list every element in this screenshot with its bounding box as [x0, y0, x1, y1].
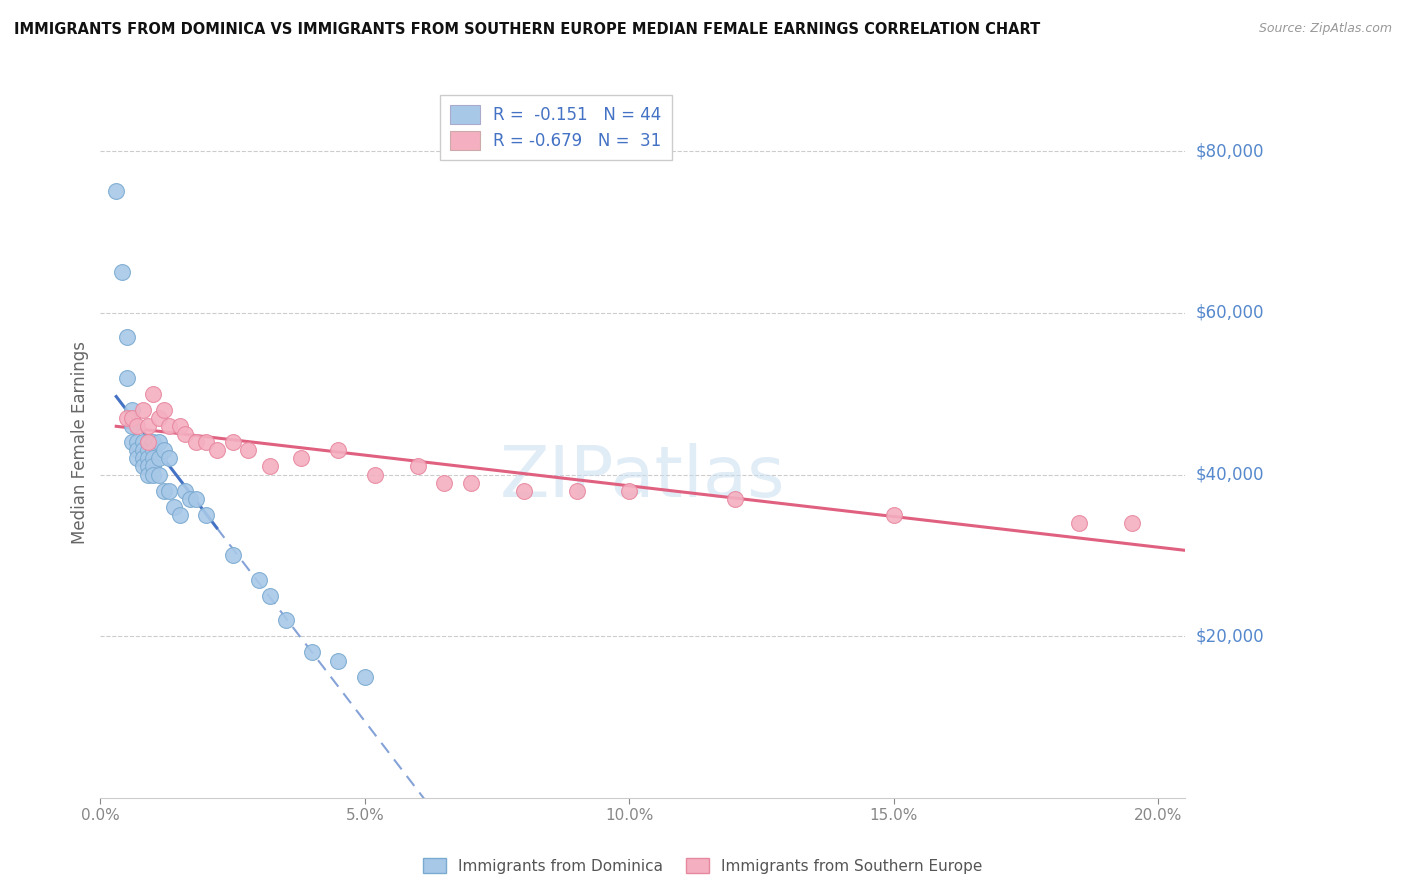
Point [1121, 516, 1143, 530]
Point [142, 451, 165, 466]
Point [406, 459, 429, 474]
Point [136, 459, 159, 474]
Point [157, 419, 180, 434]
Point [179, 491, 201, 506]
Y-axis label: Median Female Earnings: Median Female Earnings [72, 341, 89, 544]
Point [184, 435, 207, 450]
Point [127, 443, 149, 458]
Text: $40,000: $40,000 [1195, 466, 1264, 483]
Point [121, 411, 143, 425]
Text: $20,000: $20,000 [1195, 627, 1264, 645]
Point [724, 491, 747, 506]
Point [259, 459, 281, 474]
Point [205, 443, 228, 458]
Point [328, 443, 350, 458]
Point [883, 508, 905, 522]
Point [153, 443, 176, 458]
Text: Source: ZipAtlas.com: Source: ZipAtlas.com [1258, 22, 1392, 36]
Point [136, 419, 159, 434]
Point [148, 411, 170, 425]
Text: ZIPatlas: ZIPatlas [499, 443, 786, 512]
Point [115, 411, 138, 425]
Point [136, 435, 159, 450]
Point [136, 467, 159, 482]
Point [136, 443, 159, 458]
Point [142, 435, 165, 450]
Point [121, 435, 143, 450]
Point [157, 451, 180, 466]
Legend: Immigrants from Dominica, Immigrants from Southern Europe: Immigrants from Dominica, Immigrants fro… [418, 852, 988, 880]
Point [121, 402, 143, 417]
Point [364, 467, 387, 482]
Point [174, 483, 197, 498]
Point [153, 483, 176, 498]
Point [127, 451, 149, 466]
Point [301, 645, 323, 659]
Point [148, 451, 170, 466]
Point [354, 670, 377, 684]
Point [115, 330, 138, 344]
Point [131, 435, 153, 450]
Point [148, 435, 170, 450]
Point [259, 589, 281, 603]
Point [153, 402, 176, 417]
Point [221, 549, 243, 563]
Point [195, 508, 218, 522]
Legend: R =  -0.151   N = 44, R = -0.679   N =  31: R = -0.151 N = 44, R = -0.679 N = 31 [440, 95, 672, 160]
Point [131, 443, 153, 458]
Point [221, 435, 243, 450]
Point [157, 483, 180, 498]
Point [127, 435, 149, 450]
Point [142, 443, 165, 458]
Text: IMMIGRANTS FROM DOMINICA VS IMMIGRANTS FROM SOUTHERN EUROPE MEDIAN FEMALE EARNIN: IMMIGRANTS FROM DOMINICA VS IMMIGRANTS F… [14, 22, 1040, 37]
Point [169, 508, 191, 522]
Text: $80,000: $80,000 [1195, 142, 1264, 160]
Point [169, 419, 191, 434]
Point [619, 483, 641, 498]
Point [136, 435, 159, 450]
Point [174, 427, 197, 442]
Point [142, 459, 165, 474]
Point [131, 402, 153, 417]
Point [1069, 516, 1091, 530]
Point [148, 467, 170, 482]
Point [142, 467, 165, 482]
Point [328, 654, 350, 668]
Point [142, 386, 165, 401]
Point [115, 370, 138, 384]
Point [512, 483, 534, 498]
Point [238, 443, 260, 458]
Point [565, 483, 588, 498]
Point [105, 185, 128, 199]
Point [184, 491, 207, 506]
Point [136, 451, 159, 466]
Point [163, 500, 186, 514]
Point [460, 475, 482, 490]
Text: $60,000: $60,000 [1195, 304, 1264, 322]
Point [131, 459, 153, 474]
Point [274, 613, 297, 627]
Point [195, 435, 218, 450]
Point [127, 419, 149, 434]
Point [247, 573, 270, 587]
Point [290, 451, 312, 466]
Point [433, 475, 456, 490]
Point [131, 451, 153, 466]
Point [121, 419, 143, 434]
Point [110, 265, 132, 279]
